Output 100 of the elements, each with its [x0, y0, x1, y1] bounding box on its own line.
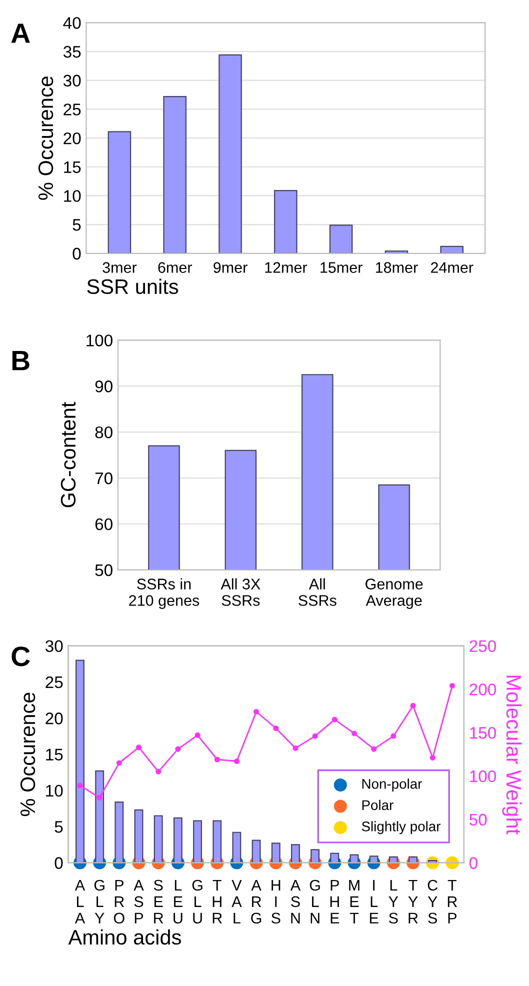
y2-tick-label: 250 — [470, 640, 496, 652]
x-tick-label: 18mer — [376, 262, 418, 273]
y-tick-label: 30 — [45, 640, 63, 652]
y-tick-label: 25 — [46, 676, 63, 688]
x-tick-label: HIS — [271, 880, 280, 924]
y-tick-label: 25 — [64, 104, 81, 116]
bar — [193, 820, 202, 863]
x-tick-label: Genome Average — [366, 578, 423, 609]
y-tick-label: 15 — [46, 748, 63, 760]
x-tick-label: All SSRs — [298, 578, 336, 606]
bar — [108, 131, 132, 254]
bar — [290, 844, 300, 863]
x-tick-label: LEU — [174, 880, 182, 924]
x-tick-label: GLN — [310, 880, 320, 924]
x-axis-title: SSR units — [87, 278, 178, 294]
point — [77, 782, 83, 788]
x-tick-label: ASN — [290, 880, 301, 924]
bar — [274, 190, 298, 254]
x-tick-label: TRP — [448, 880, 457, 924]
y-axis-title: GC-content — [60, 402, 76, 508]
point — [332, 716, 338, 722]
y-tick-label: 80 — [95, 426, 112, 438]
y-tick-label: 15 — [64, 161, 81, 174]
y2-tick-label: 50 — [469, 814, 487, 826]
y-axis-title: % Occurence — [20, 692, 36, 816]
point — [116, 760, 122, 766]
chart-title: A — [11, 24, 30, 43]
x-tick-label: ILE — [370, 880, 378, 924]
y-axis-title: % Occurence — [38, 76, 54, 200]
bar — [218, 54, 242, 254]
bar — [350, 854, 359, 863]
point — [96, 794, 102, 800]
y-tick-label: 30 — [63, 74, 81, 87]
x-tick-label: 15mer — [320, 262, 362, 273]
legend-label: Non-polar — [362, 778, 422, 792]
point — [234, 758, 240, 764]
x-axis-title: Amino acids — [68, 929, 181, 945]
x-tick-label: 6mer — [158, 262, 192, 273]
bar — [212, 820, 222, 863]
x-tick-label: ARG — [251, 880, 262, 924]
y2-axis-title: Molecular Weight — [502, 676, 522, 834]
legend-label: Polar — [362, 800, 394, 810]
y-tick-label: 5 — [72, 219, 81, 231]
point — [351, 730, 358, 736]
point — [136, 744, 142, 750]
bar — [232, 832, 242, 863]
point — [156, 768, 162, 774]
y-tick-label: 0 — [54, 857, 63, 869]
y-tick-label: 60 — [95, 518, 112, 530]
x-tick-label: ALA — [74, 880, 86, 924]
x-tick-label: CYS — [428, 880, 438, 924]
point — [371, 746, 377, 752]
y-tick-label: 35 — [63, 46, 81, 58]
x-tick-label: 24mer — [430, 262, 474, 273]
y-tick-label: 5 — [54, 821, 63, 833]
y2-tick-label: 200 — [470, 684, 496, 696]
point — [292, 745, 298, 751]
bar — [76, 660, 84, 863]
y-tick-label: 50 — [95, 564, 112, 576]
y-tick-label: 0 — [72, 248, 81, 260]
x-tick-label: LYS — [388, 880, 398, 924]
x-tick-label: TYR — [408, 880, 418, 924]
bar — [271, 842, 280, 863]
x-tick-label: VAL — [232, 880, 242, 924]
point — [390, 733, 396, 739]
bar — [440, 246, 464, 254]
bar — [329, 224, 353, 254]
point — [410, 702, 416, 708]
point — [312, 733, 318, 739]
x-tick-label: PHE — [330, 880, 340, 924]
x-tick-label: 3mer — [102, 262, 137, 273]
bar — [310, 849, 320, 863]
y-tick-label: 20 — [64, 132, 81, 144]
chart-title: B — [12, 351, 30, 370]
x-tick-label: GLY — [94, 880, 104, 924]
bar — [252, 840, 261, 863]
y2-tick-label: 0 — [469, 857, 478, 869]
bar — [173, 817, 182, 863]
point — [449, 682, 455, 689]
x-tick-label: GLU — [192, 880, 202, 924]
x-tick-label: SSRs in 210 genes — [129, 578, 200, 609]
point — [194, 732, 200, 738]
point — [273, 725, 279, 732]
x-tick-label: 9mer — [214, 262, 248, 273]
y-tick-label: 10 — [46, 784, 63, 797]
y-tick-label: 90 — [95, 380, 112, 392]
x-tick-label: THR — [212, 880, 222, 924]
point — [254, 708, 260, 715]
x-tick-label: PRO — [114, 880, 124, 924]
x-tick-label: SER — [154, 880, 164, 924]
point — [175, 746, 181, 752]
point — [430, 754, 436, 761]
bar — [134, 809, 144, 863]
bar — [95, 770, 104, 863]
bar — [163, 96, 186, 254]
y-tick-label: 100 — [86, 334, 112, 346]
x-tick-label: ASP — [134, 880, 144, 924]
point — [214, 756, 220, 762]
y2-tick-label: 100 — [470, 770, 496, 782]
bar — [114, 801, 124, 863]
